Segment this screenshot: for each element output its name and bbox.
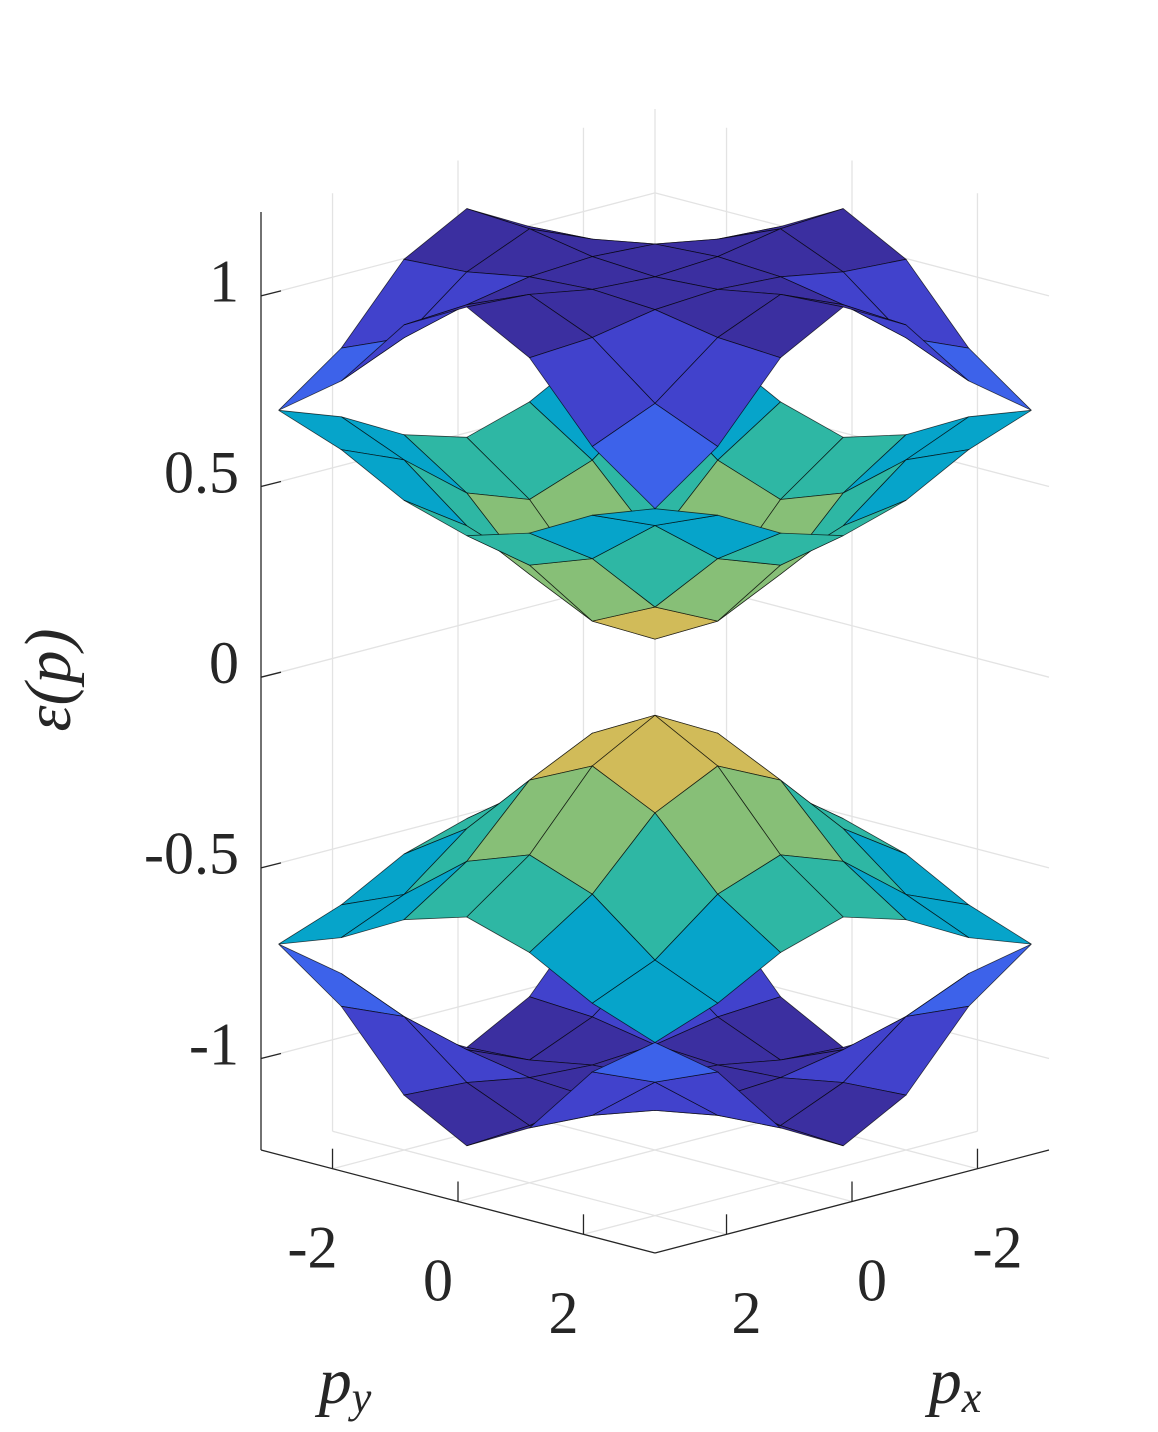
x-tick-label: -2 (972, 1214, 1022, 1280)
surface-patch (278, 943, 405, 1017)
y-tick-label: -2 (288, 1214, 338, 1280)
y-tick-label: 0 (423, 1247, 453, 1313)
grid-line (583, 1130, 978, 1235)
surface-patch (905, 943, 1032, 1017)
z-tick-label: -1 (189, 1011, 239, 1077)
z-tick (260, 671, 282, 678)
ylabel-label-sub: y (348, 1373, 372, 1422)
surface-patch (591, 402, 719, 510)
z-tick (260, 862, 282, 869)
z-tick-label: 0 (209, 630, 239, 696)
surface-patch (591, 959, 719, 1043)
xlabel-label-sub: x (961, 1373, 982, 1422)
z-axis-label: ε(p) (12, 629, 85, 732)
ylabel-label-base: p (315, 1345, 352, 1418)
ylabel-label: py (315, 1345, 372, 1422)
surface-layer (278, 208, 1032, 1147)
z-tick (260, 1052, 282, 1060)
z-tick (260, 480, 282, 488)
y-tick-label: 2 (548, 1280, 578, 1346)
z-tick-label: 0.5 (164, 439, 239, 505)
axes-layer (260, 212, 1050, 1254)
xlabel-label-base: p (925, 1345, 962, 1418)
x-tick-label: 2 (732, 1280, 762, 1346)
xlabel-label: px (925, 1345, 982, 1422)
z-tick-label: 1 (209, 249, 239, 315)
x-tick-label: 0 (857, 1247, 887, 1313)
z-tick (260, 290, 282, 297)
z-tick-label: -0.5 (144, 821, 239, 887)
